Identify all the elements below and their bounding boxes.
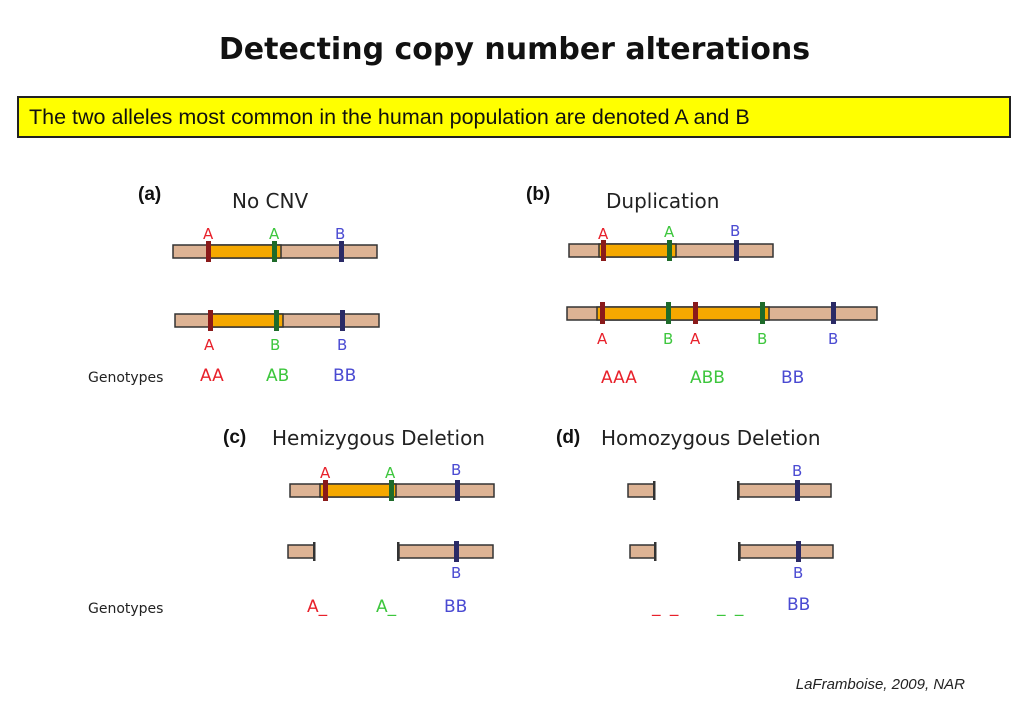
panel-a-label: No CNV — [232, 189, 308, 213]
allele-label-a: A — [203, 225, 214, 243]
allele-label-b: B — [663, 330, 673, 348]
panel-a-header: (a) No CNV — [138, 184, 308, 213]
genotype-value: ABB — [690, 368, 725, 388]
marker-b — [666, 302, 671, 324]
genotype-value: _ _ — [716, 597, 745, 617]
deletion-breakpoint — [738, 542, 741, 561]
chromosome-fragment — [398, 544, 494, 559]
marker-a — [601, 240, 606, 261]
genotype-value: AAA — [601, 368, 637, 388]
panel-d-chromosome-1: B — [627, 462, 832, 501]
panel-d-letter: (d) — [556, 427, 580, 448]
marker-b — [274, 310, 279, 331]
panel-c-chromosome-1: A A B — [289, 461, 495, 501]
chromosome-fragment — [738, 483, 832, 498]
panel-b-chromosome-2: A B A B B — [566, 302, 878, 348]
panel-c-header: (c) Hemizygous Deletion — [223, 426, 485, 450]
amplified-segment — [319, 483, 397, 498]
genotype-value: _ _ — [651, 597, 680, 617]
marker-b — [454, 541, 459, 562]
deletion-breakpoint — [737, 481, 740, 500]
panel-b-header: (b) Duplication — [526, 184, 719, 213]
genotypes-label: Genotypes — [88, 601, 163, 617]
allele-label-a: A — [269, 225, 280, 243]
panel-d-header: (d) Homozygous Deletion — [556, 426, 821, 450]
allele-label-b: B — [270, 336, 280, 354]
marker-b — [831, 302, 836, 324]
allele-label-a: A — [320, 464, 331, 482]
marker-a — [206, 241, 211, 262]
panel-c-chromosome-2: B — [287, 541, 494, 582]
panel-b-genotypes: AAA ABB BB — [601, 368, 804, 388]
panel-a-chromosome-2: A B B — [174, 310, 380, 354]
panel-b-letter: (b) — [526, 184, 550, 205]
deletion-breakpoint — [313, 542, 316, 561]
genotype-value: AA — [200, 366, 224, 386]
allele-label-a: A — [597, 330, 608, 348]
allele-label-b: B — [757, 330, 767, 348]
marker-b — [796, 541, 801, 562]
panel-a-letter: (a) — [138, 184, 161, 205]
panel-d-chromosome-2: B — [629, 541, 834, 582]
panel-c-letter: (c) — [223, 427, 246, 448]
panel-d-label: Homozygous Deletion — [601, 426, 821, 450]
marker-b — [455, 480, 460, 501]
marker-b — [340, 310, 345, 331]
citation: LaFramboise, 2009, NAR — [795, 676, 965, 693]
chromosome-fragment — [627, 483, 655, 498]
panel-a-genotypes: Genotypes AA AB BB — [88, 366, 356, 386]
marker-b — [734, 240, 739, 261]
genotype-value: BB — [781, 368, 804, 388]
allele-label-b: B — [335, 225, 345, 243]
genotype-value: BB — [333, 366, 356, 386]
genotype-value: BB — [444, 597, 467, 617]
marker-a — [208, 310, 213, 331]
panel-a-chromosome-1: A A B — [172, 225, 378, 262]
allele-label-a: A — [664, 223, 675, 241]
marker-a — [667, 240, 672, 261]
amplified-segment — [598, 243, 677, 258]
allele-label-b: B — [337, 336, 347, 354]
page-title: Detecting copy number alterations — [218, 32, 811, 67]
allele-label-b: B — [792, 462, 802, 480]
marker-a — [600, 302, 605, 324]
deletion-breakpoint — [654, 542, 657, 561]
marker-b — [795, 480, 800, 501]
allele-label-a: A — [385, 464, 396, 482]
amplified-segment — [596, 306, 770, 321]
marker-b — [339, 241, 344, 262]
genotype-value: A_ — [307, 597, 328, 617]
chromosome-fragment — [287, 544, 315, 559]
genotype-value: A_ — [376, 597, 397, 617]
genotypes-label: Genotypes — [88, 370, 163, 386]
marker-a — [323, 480, 328, 501]
allele-banner: The two alleles most common in the human… — [17, 96, 1011, 138]
deletion-breakpoint — [397, 542, 400, 561]
allele-label-b: B — [793, 564, 803, 582]
allele-label-b: B — [451, 461, 461, 479]
allele-label-b: B — [828, 330, 838, 348]
panel-b-chromosome-1: A A B — [568, 222, 774, 261]
genotype-value: BB — [787, 595, 810, 615]
marker-a — [272, 241, 277, 262]
allele-label-b: B — [451, 564, 461, 582]
marker-b — [760, 302, 765, 324]
marker-a — [389, 480, 394, 501]
chromosome-fragment — [739, 544, 834, 559]
allele-label-b: B — [730, 222, 740, 240]
amplified-segment — [206, 244, 282, 259]
allele-label-a: A — [598, 225, 609, 243]
marker-a — [693, 302, 698, 324]
panel-b-label: Duplication — [606, 189, 719, 213]
panel-c-genotypes: Genotypes A_ A_ BB — [88, 597, 467, 617]
deletion-breakpoint — [653, 481, 656, 500]
amplified-segment — [208, 313, 284, 328]
panel-c-label: Hemizygous Deletion — [272, 426, 485, 450]
chromosome-fragment — [629, 544, 656, 559]
genotype-value: AB — [266, 366, 289, 386]
allele-label-a: A — [204, 336, 215, 354]
allele-label-a: A — [690, 330, 701, 348]
panel-d-genotypes: _ _ _ _ BB — [651, 595, 810, 617]
